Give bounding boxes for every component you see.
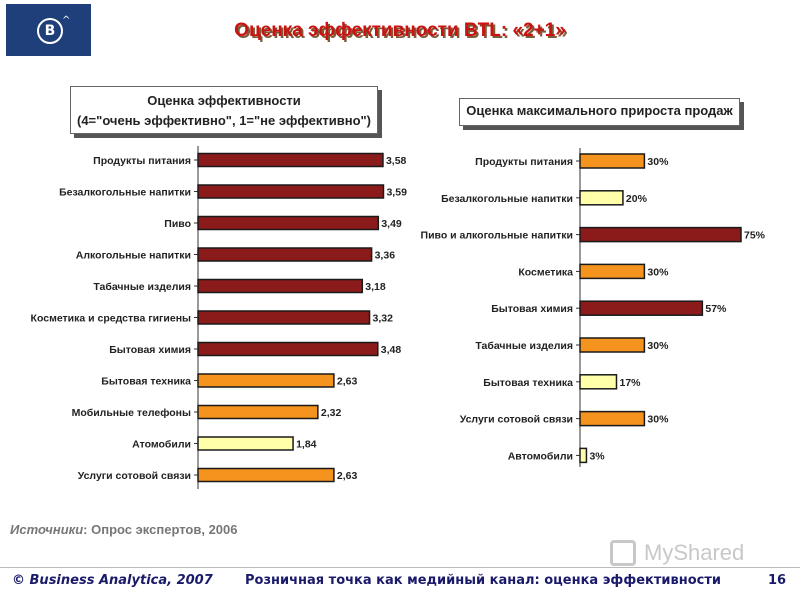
watermark-icon (610, 540, 636, 566)
chart-0-value-label: 3,48 (381, 344, 402, 356)
chart-1-category-label: Косметика (518, 266, 573, 278)
chart-0-bar (197, 373, 335, 388)
page-number: 16 (768, 573, 787, 588)
logo-caret: ^ (62, 15, 71, 26)
company-logo: B ^ (6, 4, 91, 56)
chart-0-bar (197, 278, 364, 294)
sources-text: : Опрос экспертов, 2006 (83, 522, 238, 537)
chart-0-value-label: 2,63 (337, 470, 358, 482)
chart-1-bar (579, 153, 646, 169)
chart-0-value-label: 2,63 (337, 376, 358, 388)
chart-0-bar (197, 404, 319, 420)
chart-1-bar (579, 447, 588, 464)
chart-1-bar (579, 410, 646, 427)
chart-1-category-label: Услуги сотовой связи (460, 414, 573, 426)
chart-0-category-label: Бытовая химия (109, 344, 191, 356)
sources-note: Источники: Опрос экспертов, 2006 (10, 522, 238, 537)
chart-1-value-label: 57% (705, 303, 727, 315)
chart-0-category-label: Безалкогольные напитки (59, 187, 191, 199)
chart-1-bar (579, 190, 624, 206)
chart-1-category-label: Продукты питания (475, 156, 573, 168)
chart-0-value-label: 3,59 (386, 187, 407, 199)
chart-1-category-label: Бытовая техника (483, 377, 573, 389)
logo-letter: B (37, 18, 63, 44)
chart-0-bar (197, 310, 371, 325)
chart-0-value-label: 3,32 (373, 313, 394, 325)
left-chart-title-line-1: Оценка эффективности (147, 93, 301, 108)
left-chart-title-line-2: (4="очень эффективно", 1="не эффективно"… (77, 113, 371, 128)
chart-0-category-label: Продукты питания (93, 155, 191, 167)
chart-0-category-label: Табачные изделия (93, 281, 191, 293)
footer-caption: Розничная точка как медийный канал: оцен… (245, 573, 722, 588)
chart-0-value-label: 3,49 (381, 218, 402, 230)
right-chart-title: Оценка максимального прироста продаж (459, 98, 740, 126)
chart-1-value-label: 17% (619, 377, 641, 389)
chart-0-value-label: 3,18 (365, 281, 386, 293)
chart-1-bar (579, 263, 646, 280)
sources-label: Источники (10, 522, 84, 537)
chart-1-category-label: Табачные изделия (475, 340, 573, 352)
chart-0-bar (197, 436, 294, 451)
page-title: Оценка эффективности BTL: «2+1» (234, 20, 566, 41)
chart-1-value-label: 20% (626, 193, 648, 205)
chart-0-category-label: Мобильные телефоны (72, 407, 191, 419)
chart-1-bar (579, 337, 646, 353)
left-chart-title: Оценка эффективности (4="очень эффективно… (70, 86, 378, 134)
footer-copyright: © Business Analytica, 2007 (12, 573, 213, 588)
chart-0-value-label: 1,84 (296, 439, 317, 451)
chart-0-value-label: 3,36 (375, 250, 396, 262)
chart-0-bar (197, 152, 384, 168)
chart-1-value-label: 30% (647, 266, 669, 278)
chart-0-value-label: 3,58 (386, 155, 407, 167)
chart-0-bar (197, 467, 335, 483)
chart-1-category-label: Безалкогольные напитки (441, 193, 573, 205)
footer: © Business Analytica, 2007 Розничная точ… (0, 571, 800, 591)
chart-1-value-label: 75% (744, 230, 766, 242)
chart-0-category-label: Услуги сотовой связи (78, 470, 191, 482)
chart-1-bar (579, 226, 742, 243)
chart-1-bar (579, 374, 618, 390)
chart-1-category-label: Пиво и алкогольные напитки (421, 230, 573, 242)
chart-0-bar (197, 247, 373, 262)
chart-1-value-label: 30% (647, 156, 669, 168)
chart-1-category-label: Бытовая химия (491, 303, 573, 315)
chart-1-value-label: 30% (647, 414, 669, 426)
chart-0-bar (197, 341, 379, 357)
chart-0-value-label: 2,32 (321, 407, 342, 419)
watermark-text: MyShared (644, 540, 745, 565)
chart-1-value-label: 3% (589, 450, 605, 462)
chart-0-category-label: Косметика и средства гигиены (31, 313, 191, 325)
chart-1-value-label: 30% (647, 340, 669, 352)
chart-0-category-label: Алкогольные напитки (76, 250, 191, 262)
chart-0-category-label: Пиво (164, 218, 191, 230)
chart-1-bar (579, 300, 704, 316)
chart-0-bar (197, 215, 380, 231)
watermark: MyShared (610, 538, 770, 572)
chart-0-category-label: Бытовая техника (101, 376, 191, 388)
chart-0-bar (197, 184, 385, 199)
chart-1-category-label: Автомобили (508, 450, 573, 462)
footer-divider (0, 567, 800, 568)
chart-0-category-label: Атомобили (132, 439, 191, 451)
